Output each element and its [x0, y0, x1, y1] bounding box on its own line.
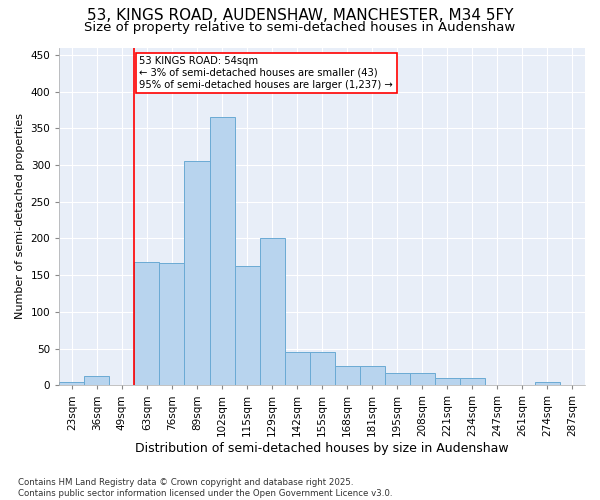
Bar [260, 238, 284, 386]
Text: Size of property relative to semi-detached houses in Audenshaw: Size of property relative to semi-detach… [85, 21, 515, 34]
Bar [460, 378, 485, 386]
Bar [410, 373, 435, 386]
Bar [360, 366, 385, 386]
Text: 53, KINGS ROAD, AUDENSHAW, MANCHESTER, M34 5FY: 53, KINGS ROAD, AUDENSHAW, MANCHESTER, M… [87, 8, 513, 22]
Bar [209, 118, 235, 386]
Bar [385, 373, 410, 386]
Bar [535, 382, 560, 386]
Y-axis label: Number of semi-detached properties: Number of semi-detached properties [15, 114, 25, 320]
Bar [134, 262, 160, 386]
Text: 53 KINGS ROAD: 54sqm
← 3% of semi-detached houses are smaller (43)
95% of semi-d: 53 KINGS ROAD: 54sqm ← 3% of semi-detach… [139, 56, 393, 90]
Text: Contains HM Land Registry data © Crown copyright and database right 2025.
Contai: Contains HM Land Registry data © Crown c… [18, 478, 392, 498]
X-axis label: Distribution of semi-detached houses by size in Audenshaw: Distribution of semi-detached houses by … [136, 442, 509, 455]
Bar [310, 352, 335, 386]
Bar [85, 376, 109, 386]
Bar [184, 162, 209, 386]
Bar [235, 266, 260, 386]
Bar [335, 366, 360, 386]
Bar [284, 352, 310, 386]
Bar [160, 262, 184, 386]
Bar [435, 378, 460, 386]
Bar [59, 382, 85, 386]
